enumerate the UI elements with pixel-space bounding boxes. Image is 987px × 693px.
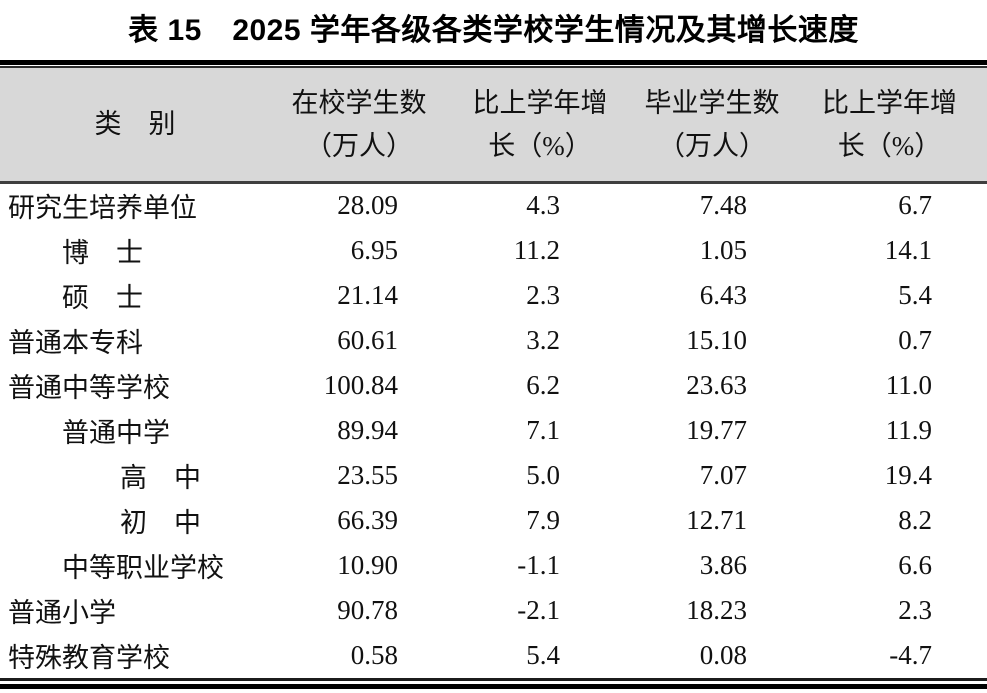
header-category-label: 类 别 [94,109,176,139]
value-cell: 1.05 [699,234,747,265]
category-cell: 普通小学 [8,597,116,628]
value-cell: 11.9 [885,414,932,445]
category-cell: 普通本专科 [8,327,143,358]
value-cell: 2.3 [526,279,560,310]
top-rule-thin-line [0,66,987,68]
category-cell: 研究生培养单位 [8,193,197,224]
category-cell: 硕 士 [62,282,143,313]
header-graduates-growth-line2: 长（%） [837,130,942,161]
value-cell: 7.9 [526,504,560,535]
top-rule-thick-line [0,60,987,65]
category-cell: 中等职业学校 [62,552,224,583]
value-cell: 7.07 [699,459,747,490]
table-row-regular-higher-ed: 普通本专科 60.61 3.2 15.10 0.7 [0,318,987,363]
value-cell: 0.58 [350,639,398,670]
value-cell: 0.08 [699,639,747,670]
value-cell: 6.43 [699,279,747,310]
value-cell: 10.90 [337,549,398,580]
table-row-secondary-vocational: 中等职业学校 10.90 -1.1 3.86 6.6 [0,543,987,588]
value-cell: 3.86 [699,549,747,580]
category-cell: 高 中 [120,462,201,493]
value-cell: 19.4 [884,459,932,490]
category-cell: 普通中等学校 [8,372,170,403]
header-enrolled-line1: 在校学生数 [291,87,427,118]
header-enrolled-growth: 比上学年增 长（%） [448,68,632,183]
value-cell: 12.71 [686,504,747,535]
value-cell: 90.78 [337,594,398,625]
table-header: 类 别 在校学生数 （万人） 比上学年增 长（%） 毕业学生数 （万人） 比上学… [0,68,987,183]
value-cell: 89.94 [337,414,398,445]
category-cell: 初 中 [120,507,201,538]
bottom-rule [0,677,987,689]
header-graduates-growth-line1: 比上学年增 [822,87,957,118]
top-rule-gap [0,65,987,66]
header-enrolled-growth-line1: 比上学年增 [472,87,608,118]
value-cell: 6.6 [898,549,932,580]
header-row: 类 别 在校学生数 （万人） 比上学年增 长（%） 毕业学生数 （万人） 比上学… [0,68,987,183]
value-cell: 5.4 [898,279,932,310]
value-cell: 6.2 [526,369,560,400]
header-graduates-growth: 比上学年增 长（%） [792,68,987,183]
table-row-doctoral: 博 士 6.95 11.2 1.05 14.1 [0,228,987,273]
header-graduates-line1: 毕业学生数 [644,87,780,118]
value-cell: 4.3 [526,190,560,221]
value-cell: 21.14 [337,279,398,310]
table-title: 表 15 2025 学年各级各类学校学生情况及其增长速度 [128,14,859,47]
bottom-rule-thick-line [0,683,987,689]
value-cell: 7.1 [526,414,560,445]
value-cell: 0.7 [898,324,932,355]
header-graduates-line2: （万人） [658,130,766,161]
value-cell: 6.7 [898,190,932,221]
table-row-graduate-units: 研究生培养单位 28.09 4.3 7.48 6.7 [0,183,987,228]
value-cell: -2.1 [517,594,560,625]
bottom-rule-gap [0,680,987,684]
header-enrolled-growth-line2: 长（%） [488,130,592,161]
value-cell: 2.3 [898,594,932,625]
category-cell: 特殊教育学校 [8,642,170,673]
value-cell: 23.55 [337,459,398,490]
table-row-senior-high: 高 中 23.55 5.0 7.07 19.4 [0,453,987,498]
students-statistics-table: 类 别 在校学生数 （万人） 比上学年增 长（%） 毕业学生数 （万人） 比上学… [0,68,987,678]
value-cell: 5.4 [526,639,560,670]
value-cell: 3.2 [526,324,560,355]
value-cell: 66.39 [337,504,398,535]
value-cell: 23.63 [686,369,747,400]
value-cell: 19.77 [686,414,747,445]
header-graduates: 毕业学生数 （万人） [632,68,792,183]
value-cell: 7.48 [699,190,747,221]
value-cell: 11.2 [513,234,560,265]
header-enrolled-line2: （万人） [305,130,413,161]
value-cell: 18.23 [686,594,747,625]
value-cell: 100.84 [323,369,398,400]
value-cell: 15.10 [686,324,747,355]
table-row-special-education: 特殊教育学校 0.58 5.4 0.08 -4.7 [0,633,987,678]
value-cell: -1.1 [517,549,560,580]
value-cell: 8.2 [898,504,932,535]
table-row-junior-high: 初 中 66.39 7.9 12.71 8.2 [0,498,987,543]
header-enrolled-students: 在校学生数 （万人） [270,68,448,183]
table-row-regular-primary: 普通小学 90.78 -2.1 18.23 2.3 [0,588,987,633]
table-row-masters: 硕 士 21.14 2.3 6.43 5.4 [0,273,987,318]
table-body: 研究生培养单位 28.09 4.3 7.48 6.7 博 士 6.95 11.2… [0,183,987,678]
top-rule [0,60,987,68]
value-cell: 14.1 [884,234,932,265]
value-cell: 11.0 [885,369,932,400]
table-row-regular-middle-schools: 普通中学 89.94 7.1 19.77 11.9 [0,408,987,453]
value-cell: 28.09 [337,190,398,221]
category-cell: 博 士 [62,237,143,268]
value-cell: 6.95 [350,234,398,265]
table-row-regular-secondary-schools: 普通中等学校 100.84 6.2 23.63 11.0 [0,363,987,408]
bottom-rule-thin-line [0,677,987,681]
value-cell: 5.0 [526,459,560,490]
value-cell: -4.7 [889,639,932,670]
category-cell: 普通中学 [62,417,170,448]
header-category: 类 别 [0,68,270,183]
value-cell: 60.61 [337,324,398,355]
